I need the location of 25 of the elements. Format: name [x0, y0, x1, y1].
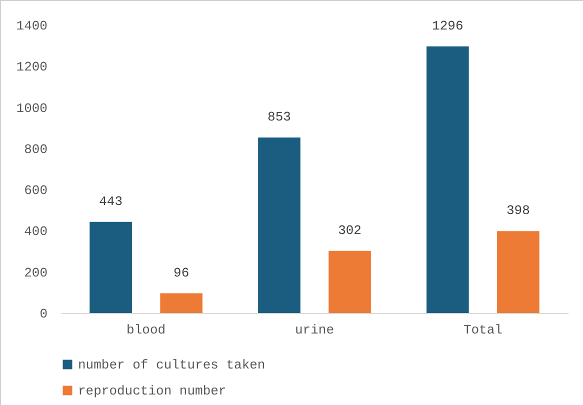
bar — [426, 46, 469, 313]
bar — [497, 231, 540, 313]
data-label: 443 — [99, 194, 122, 209]
bar — [160, 293, 202, 313]
x-tick-label: urine — [294, 322, 334, 338]
data-label: 96 — [174, 265, 190, 280]
y-tick-label: 800 — [24, 142, 48, 157]
y-tick-label: 1400 — [16, 18, 48, 34]
data-label: 853 — [268, 110, 291, 125]
bar — [90, 222, 132, 313]
x-tick-label: blood — [126, 322, 166, 338]
legend-label: number of cultures taken — [78, 358, 266, 372]
y-tick-label: 200 — [24, 265, 48, 280]
data-label: 1296 — [432, 18, 464, 34]
bar — [258, 138, 300, 313]
legend-label: reproduction number — [78, 384, 226, 398]
data-label: 398 — [506, 203, 530, 218]
bar — [328, 250, 371, 313]
x-tick-label: Total — [463, 322, 503, 338]
data-label: 302 — [338, 222, 362, 238]
y-tick-label: 400 — [24, 224, 48, 240]
y-tick-label: 1200 — [16, 60, 48, 75]
y-tick-label: 600 — [24, 183, 48, 198]
y-tick-label: 0 — [40, 306, 48, 322]
y-tick-label: 1000 — [16, 100, 48, 116]
